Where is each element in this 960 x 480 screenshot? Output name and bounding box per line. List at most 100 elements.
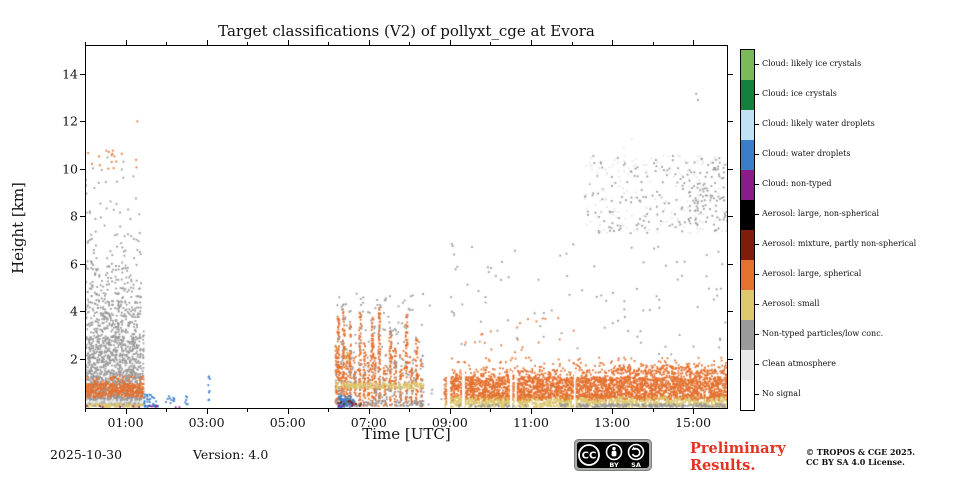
colorbar-tick [755,364,759,365]
x-tick-label: 11:00 [512,415,549,430]
colorbar-swatch-nosignal [741,380,754,410]
x-tick-label: 07:00 [350,415,387,430]
y-major-tick [80,359,85,361]
colorbar-tick [755,154,759,155]
x-minor-tick [571,409,573,412]
x-tick-label: 03:00 [188,415,225,430]
colorbar-label-clean: Clean atmosphere [762,359,836,368]
colorbar-swatch-clean [741,350,754,380]
svg-text:BY: BY [609,461,619,469]
colorbar-swatch-ice_likely [741,50,754,80]
footer-version: Version: 4.0 [193,447,269,462]
y-major-tick-right [728,311,733,313]
x-major-tick-top [287,40,289,45]
y-tick-label: 10 [62,161,78,177]
x-tick-label: 15:00 [675,415,712,430]
x-minor-tick-top [247,42,249,45]
x-minor-tick-top [490,42,492,45]
colorbar-tick [755,334,759,335]
y-major-tick [80,168,85,170]
colorbar-swatch-cloud_nt [741,170,754,200]
colorbar-swatch-aero_large_ns [741,200,754,230]
x-major-tick-top [125,40,127,45]
y-tick-label: 8 [70,208,78,224]
footer-date: 2025-10-30 [50,447,123,462]
x-tick-label: 05:00 [269,415,306,430]
y-tick-label: 12 [62,113,78,129]
colorbar-tick [755,244,759,245]
colorbar-swatch-water_likely [741,110,754,140]
y-tick-label: 4 [70,303,78,319]
colorbar-label-nosignal: No signal [762,389,801,398]
x-major-tick [206,409,208,414]
y-major-tick-right [728,73,733,75]
x-major-tick [368,409,370,414]
classification-plot-canvas [85,45,728,409]
x-minor-tick-top [85,42,86,45]
copyright-line1: © TROPOS & CGE 2025. [806,447,916,457]
x-tick-label: 01:00 [107,415,144,430]
svg-text:SA: SA [631,461,641,469]
x-major-tick [125,409,127,414]
classification-colorbar [740,49,755,411]
colorbar-label-nontyped: Non-typed particles/low conc. [762,329,884,338]
x-minor-tick-top [409,42,411,45]
x-major-tick-top [368,40,370,45]
by-icon: BY [605,443,623,469]
preliminary-line2: Results. [690,456,756,474]
x-minor-tick [85,409,86,412]
colorbar-label-aero_small: Aerosol: small [762,299,820,308]
x-minor-tick [247,409,249,412]
x-major-tick [287,409,289,414]
x-major-tick-top [612,40,614,45]
colorbar-swatch-aero_large_s [741,260,754,290]
colorbar-label-cloud_nt: Cloud: non-typed [762,179,832,188]
colorbar-swatch-water [741,140,754,170]
x-tick-label: 09:00 [431,415,468,430]
x-major-tick [612,409,614,414]
cc-icon: CC [578,444,600,466]
y-major-tick [80,73,85,75]
colorbar-tick [755,394,759,395]
svg-text:CC: CC [582,451,597,462]
x-minor-tick [652,409,654,412]
x-major-tick-top [693,40,695,45]
y-major-tick-right [728,216,733,218]
colorbar-swatch-nontyped [741,320,754,350]
x-minor-tick-top [652,42,654,45]
colorbar-tick [755,64,759,65]
y-tick-label: 14 [62,66,78,82]
x-major-tick [449,409,451,414]
x-major-tick [530,409,532,414]
y-major-tick [80,263,85,265]
colorbar-tick [755,94,759,95]
x-minor-tick [490,409,492,412]
colorbar-label-aero_mix: Aerosol: mixture, partly non-spherical [762,239,917,248]
colorbar-swatch-aero_small [741,290,754,320]
x-major-tick [693,409,695,414]
y-major-tick-right [728,121,733,123]
colorbar-label-water: Cloud: water droplets [762,149,851,158]
y-tick-label: 6 [70,256,78,272]
x-minor-tick [166,409,168,412]
colorbar-label-aero_large_s: Aerosol: large, spherical [762,269,862,278]
x-minor-tick [328,409,330,412]
x-minor-tick-top [166,42,168,45]
x-major-tick-top [206,40,208,45]
x-minor-tick [409,409,411,412]
colorbar-tick [755,304,759,305]
x-tick-label: 13:00 [594,415,631,430]
y-major-tick [80,311,85,313]
x-axis-label: Time [UTC] [362,425,451,443]
y-major-tick [80,216,85,218]
y-major-tick-right [728,168,733,170]
x-minor-tick-top [328,42,330,45]
preliminary-line1: Preliminary [690,440,786,457]
page-title: Target classifications (V2) of pollyxt_c… [218,22,595,40]
colorbar-swatch-aero_mix [741,230,754,260]
y-tick-label: 2 [70,351,78,367]
copyright-note: © TROPOS & CGE 2025. CC BY SA 4.0 Licens… [806,447,915,467]
colorbar-tick [755,124,759,125]
x-major-tick-top [449,40,451,45]
